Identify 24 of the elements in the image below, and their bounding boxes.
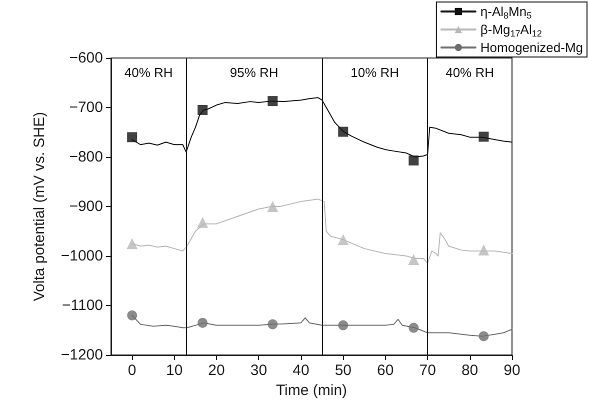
annotation: 40% RH	[124, 65, 173, 80]
y-tick-label: −1100	[62, 297, 103, 314]
x-tick-label: 70	[419, 362, 436, 379]
x-tick-label: 80	[461, 362, 478, 379]
y-tick-label: −600	[69, 50, 103, 66]
y-tick-label: −900	[69, 198, 103, 215]
y-axis-title: Volta potential (mV vs. SHE)	[31, 112, 48, 302]
x-tick-label: 90	[504, 362, 520, 379]
x-tick-label: 50	[334, 362, 352, 379]
x-tick-label: 40	[292, 362, 310, 379]
x-tick-label: 10	[166, 362, 183, 379]
annotation: 10% RH	[350, 65, 400, 80]
annotation: 40% RH	[446, 65, 494, 80]
x-tick-label: 30	[250, 362, 268, 379]
y-tick-label: −1200	[60, 346, 103, 364]
x-tick-label: 60	[377, 362, 394, 379]
y-tick-label: −700	[69, 99, 103, 116]
x-tick-label: 20	[208, 362, 225, 379]
x-tick-label: 0	[128, 362, 136, 379]
annotation: 95% RH	[230, 65, 278, 80]
x-axis-title: Time (min)	[276, 382, 348, 399]
y-tick-label: −800	[69, 148, 103, 166]
y-tick-label: −1000	[60, 248, 103, 264]
legend-label: Homogenized-Mg	[480, 40, 584, 55]
